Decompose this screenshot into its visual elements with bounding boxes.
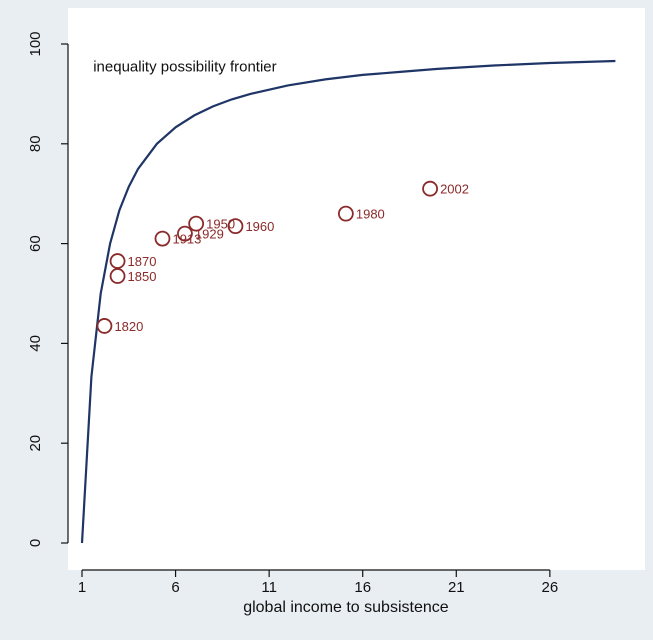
- y-tick-label: 60: [27, 235, 44, 252]
- x-tick-label: 21: [448, 579, 465, 596]
- data-point-label: 1870: [128, 254, 157, 269]
- data-point-label: 1950: [206, 217, 235, 232]
- frontier-line: [80, 59, 616, 544]
- data-point: [227, 218, 244, 235]
- data-point-label: 1929: [195, 227, 224, 242]
- x-tick-label: 26: [542, 579, 559, 596]
- data-point: [188, 215, 205, 232]
- y-tick-label: 80: [27, 135, 44, 152]
- x-tick-label: 1: [78, 579, 86, 596]
- data-point-label: 1980: [356, 207, 385, 222]
- frontier-annotation: inequality possibility frontier: [93, 58, 276, 75]
- y-tick-label: 40: [27, 335, 44, 352]
- data-point: [109, 268, 126, 284]
- y-tick-label: 0: [27, 539, 44, 547]
- data-point-label: 2002: [440, 182, 469, 197]
- x-axis-title: global income to subsistence: [243, 599, 449, 616]
- data-point: [109, 253, 126, 269]
- y-tick-label: 20: [27, 435, 44, 452]
- x-tick-label: 16: [354, 579, 371, 596]
- x-tick-label: 11: [261, 579, 277, 596]
- y-tick-label: 100: [27, 31, 44, 56]
- marks: inequality possibility frontier182018501…: [80, 58, 616, 544]
- data-point-label: 1960: [245, 219, 274, 234]
- data-point: [154, 230, 171, 247]
- data-point: [177, 225, 193, 242]
- x-tick-label: 6: [171, 579, 179, 596]
- plot-area: [68, 8, 645, 570]
- data-point: [422, 180, 438, 197]
- data-point-label: 1850: [128, 269, 157, 284]
- data-point-label: 1820: [114, 319, 143, 334]
- data-point: [96, 318, 113, 334]
- data-point: [337, 205, 354, 222]
- data-point-label: 1913: [172, 232, 201, 247]
